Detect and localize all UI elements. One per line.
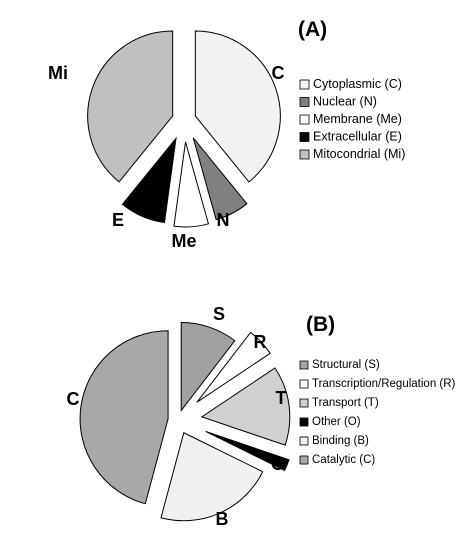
chart-b-slice-label-s: S [213, 304, 225, 324]
chart-a-slice-c [194, 30, 281, 183]
chart-b-legend-label-s: Structural (S) [312, 359, 380, 371]
chart-a-slice-label-c: C [272, 63, 285, 83]
chart-b-legend-label-b: Binding (B) [312, 435, 369, 447]
chart-b-slice-s [180, 322, 236, 413]
chart-b-title: (B) [306, 313, 335, 336]
chart-b-slice-label-r: R [254, 332, 267, 352]
chart-b-legend-label-t: Transport (T) [312, 397, 379, 409]
chart-a-legend: Cytoplasmic (C) Nuclear (N) Membrane (Me) E… [299, 77, 405, 161]
chart-a-slice-label-n: N [217, 210, 230, 230]
chart-b-slice-label-o: O [271, 454, 285, 474]
chart-b-legend-swatch-t [299, 398, 309, 408]
chart-a-title: (A) [298, 18, 327, 41]
chart-a-legend-label-mi: Mitocondrial (Mi) [313, 147, 405, 161]
chart-a-legend-label-c: Cytoplasmic (C) [313, 77, 402, 91]
chart-b-slice-label-c: C [67, 389, 80, 409]
chart-b-slice-r [196, 331, 271, 403]
chart-a-legend-label-me: Membrane (Me) [313, 112, 402, 126]
chart-b-legend-swatch-r [299, 379, 309, 389]
chart-b-legend-label-r: Transcription/Regulation (R) [312, 378, 456, 390]
chart-a-legend-swatch-c [299, 79, 310, 90]
chart-a-pie: (A) C N Me E Mi Cytoplasmic (C) Nuclear (N) Me… [48, 18, 405, 251]
chart-b-slices [79, 322, 291, 522]
chart-a-slice-labels: C N Me E Mi [48, 63, 285, 251]
chart-a-legend-swatch-mi [299, 149, 310, 160]
chart-a-slices [87, 30, 281, 228]
chart-a-slice-mi [87, 30, 174, 183]
chart-b-slice-labels: S R T O B C [67, 304, 287, 529]
chart-b-legend: Structural (S) Transcription/Regulation (… [299, 359, 456, 466]
chart-a-slice-label-e: E [112, 210, 124, 230]
chart-a-legend-swatch-n [299, 97, 310, 107]
chart-b-legend-swatch-c [299, 455, 309, 465]
chart-a-slice-me [173, 141, 210, 228]
chart-b-slice-o [205, 431, 290, 472]
chart-a-legend-swatch-e [299, 132, 310, 142]
chart-b-pie: (B) S R T O B C Structural (S) Transcription/R… [67, 304, 456, 529]
chart-b-legend-label-c: Catalytic (C) [312, 454, 375, 466]
chart-b-legend-swatch-s [299, 360, 309, 370]
chart-a-legend-label-n: Nuclear (N) [313, 95, 377, 109]
chart-a-legend-swatch-me [299, 114, 310, 125]
chart-b-slice-t [200, 367, 291, 446]
chart-a-slice-label-me: Me [171, 231, 196, 251]
chart-b-slice-b [160, 432, 264, 522]
chart-b-legend-swatch-b [299, 436, 309, 446]
chart-b-slice-c [79, 330, 169, 505]
chart-a-slice-label-mi: Mi [48, 63, 68, 83]
chart-b-slice-label-t: T [276, 388, 287, 408]
chart-a-slice-n [192, 137, 248, 221]
chart-b-legend-label-o: Other (O) [312, 416, 361, 428]
chart-b-legend-swatch-o [299, 417, 309, 427]
chart-a-legend-label-e: Extracellular (E) [313, 130, 402, 144]
chart-a-slice-e [121, 136, 177, 224]
chart-b-slice-label-b: B [216, 509, 229, 529]
